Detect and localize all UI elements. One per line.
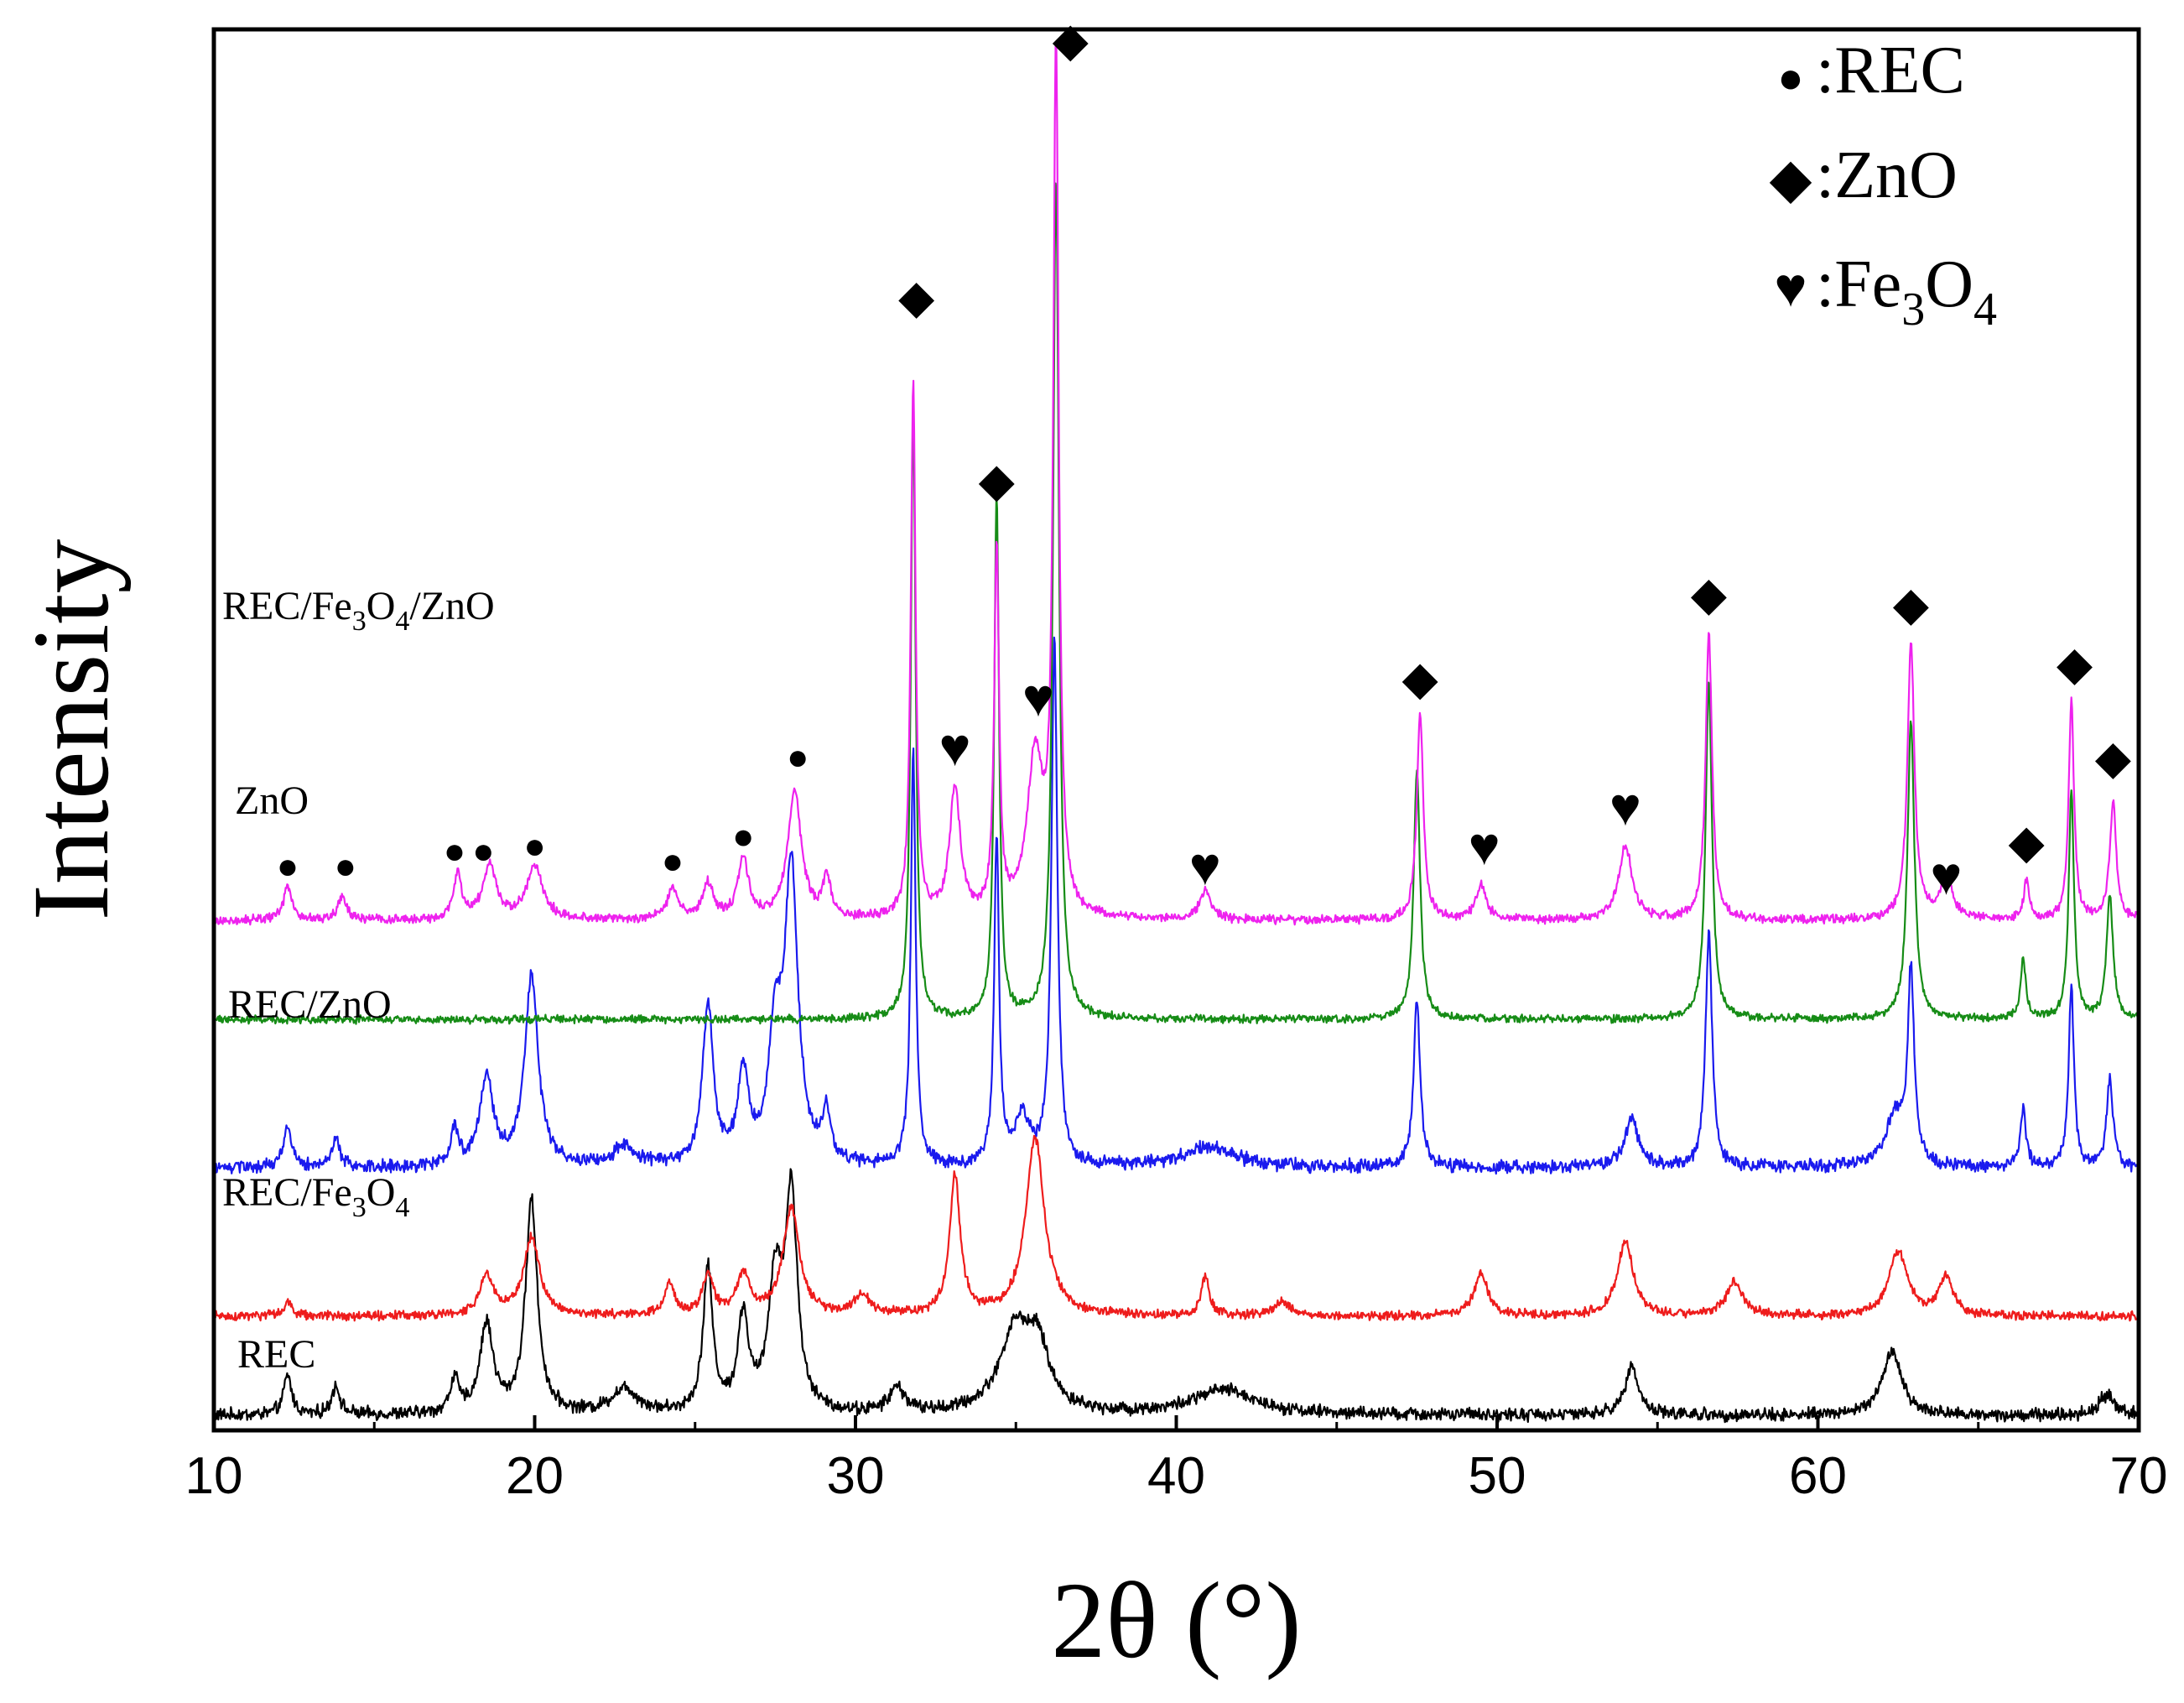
- series-layer: [212, 42, 2140, 1424]
- peak-markers: ● ● ● ● ● ●●●◆♥◆♥◆♥◆♥♥◆ ◆♥◆◆◆: [277, 13, 2131, 906]
- diamond-peak-marker: ◆: [1893, 577, 1929, 630]
- circle-peak-marker: ●: [277, 846, 299, 887]
- circle-peak-marker: ●: [335, 846, 357, 887]
- series-label-rec: REC: [237, 1332, 315, 1377]
- heart-peak-marker: ♥: [939, 717, 971, 778]
- series-label-rec-fe3o4: REC/Fe3O4: [222, 1170, 409, 1223]
- circle-peak-marker: ●: [523, 825, 546, 867]
- x-tick-label: 70: [2110, 1447, 2168, 1505]
- diamond-peak-marker: ◆: [2009, 815, 2045, 867]
- series-line-rec-fe3o4-zno: [212, 42, 2140, 926]
- legend-label-diamond: :ZnO: [1816, 138, 1958, 212]
- diamond-peak-marker: ◆: [1402, 652, 1438, 705]
- circle-peak-marker: ●: [472, 831, 495, 872]
- series-line-rec-zno: [212, 636, 2140, 1175]
- series-label-rec-zno: REC/ZnO: [228, 982, 392, 1027]
- series-label-rec-fe3o4-zno: REC/Fe3O4/ZnO: [222, 584, 495, 637]
- circle-peak-marker: ●: [444, 831, 466, 872]
- legend-heart-icon: ♥: [1774, 256, 1807, 318]
- series-line-rec: [213, 1168, 2140, 1424]
- heart-peak-marker: ♥: [1609, 776, 1641, 836]
- legend: ● :REC◆:ZnO♥:Fe3O4: [1770, 34, 1997, 336]
- heart-peak-marker: ♥: [1022, 668, 1054, 728]
- diamond-peak-marker: ◆: [898, 270, 934, 323]
- circle-peak-marker: ●: [787, 737, 809, 778]
- diamond-peak-marker: ◆: [1691, 567, 1727, 620]
- y-axis-label: Intensity: [11, 539, 132, 921]
- series-labels: REC REC/Fe3O4 REC/ZnO ZnO REC/Fe3O4/ZnO: [222, 584, 495, 1377]
- x-tick-label: 60: [1789, 1447, 1847, 1505]
- series-line-rec-fe3o4: [212, 1134, 2140, 1322]
- legend-diamond-icon: ◆: [1770, 147, 1812, 209]
- heart-peak-marker: ♥: [1469, 816, 1500, 877]
- x-tick-label: 20: [506, 1447, 564, 1505]
- diamond-peak-marker: ◆: [2057, 637, 2093, 690]
- heart-peak-marker: ♥: [1931, 846, 1963, 906]
- legend-label-heart: :Fe3O4: [1816, 247, 1997, 336]
- circle-peak-marker: ●: [732, 815, 755, 857]
- x-axis: 10 20 30 40 50 60 70: [185, 1415, 2168, 1505]
- diamond-peak-marker: ◆: [1053, 13, 1089, 65]
- x-axis-label: 2θ (°): [1051, 1560, 1301, 1681]
- diamond-peak-marker: ◆: [979, 453, 1015, 506]
- circle-peak-marker: ●: [662, 841, 684, 882]
- legend-label-circle: :REC: [1816, 34, 1965, 107]
- heart-peak-marker: ♥: [1189, 836, 1221, 896]
- legend-circle-icon: ●: [1777, 54, 1803, 102]
- x-tick-label: 10: [185, 1447, 243, 1505]
- series-line-zno: [213, 182, 2140, 1025]
- x-tick-label: 50: [1469, 1447, 1526, 1505]
- diamond-peak-marker: ◆: [2095, 731, 2131, 784]
- x-tick-label: 30: [827, 1447, 885, 1505]
- series-label-zno: ZnO: [235, 779, 309, 823]
- x-tick-label: 40: [1147, 1447, 1205, 1505]
